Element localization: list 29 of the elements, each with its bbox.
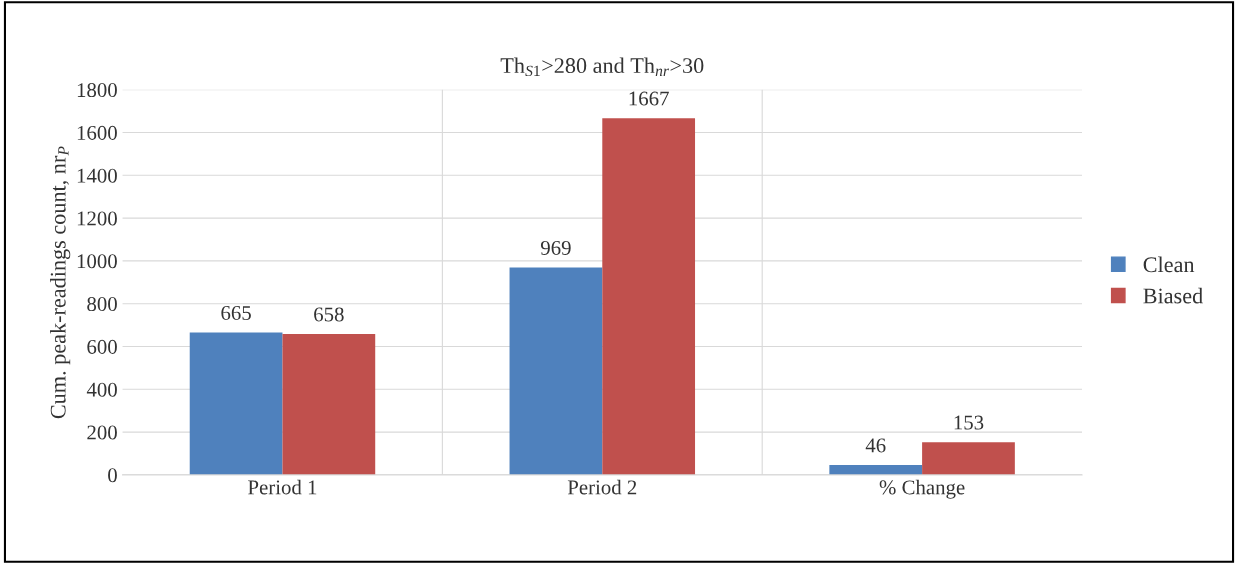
bar	[189, 332, 283, 475]
bar	[922, 442, 1015, 475]
y-tick-label: 1000	[77, 254, 117, 269]
y-tick-label: 1600	[77, 125, 117, 140]
bar	[602, 118, 696, 475]
legend-label: Clean	[1143, 256, 1195, 273]
legend-label: Biased	[1143, 287, 1203, 304]
data-label: 153	[954, 415, 984, 430]
data-label: 969	[540, 240, 571, 255]
y-tick-label: 600	[87, 339, 117, 354]
y-tick-label: 800	[87, 297, 117, 312]
x-tick-label: Period 2	[567, 479, 637, 495]
y-tick-label: 200	[87, 425, 117, 440]
chart-title: Th$_{S1}$>280 and Th$_{nr}$>30	[500, 57, 704, 77]
bar	[282, 334, 376, 475]
y-tick-label: 1400	[77, 168, 117, 183]
data-label: 1667	[629, 91, 669, 106]
data-label: 665	[221, 306, 251, 321]
x-tick-label: Period 1	[248, 479, 317, 495]
y-axis-title: Cum. peak-readings count, nr$_{P}$	[50, 146, 71, 419]
bar	[509, 267, 603, 475]
y-tick-label: 1800	[77, 83, 117, 98]
data-label: 46	[865, 438, 886, 453]
data-label: 658	[314, 307, 344, 322]
bar	[829, 465, 923, 475]
y-tick-label: 400	[86, 382, 117, 397]
x-tick-label: % Change	[879, 479, 965, 499]
y-tick-label: 1200	[77, 211, 117, 226]
y-tick-label: 0	[108, 468, 117, 483]
